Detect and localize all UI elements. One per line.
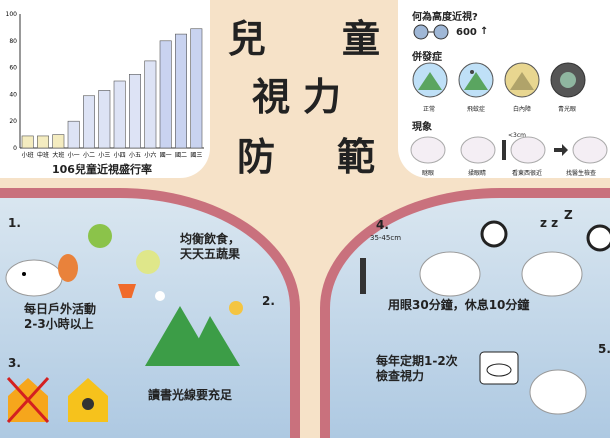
x-tick-label: 小一: [68, 151, 80, 159]
checkup-tip: 每年定期1-2次 檢查視力: [376, 354, 458, 383]
diet-tip: 均衡飲食， 天天五蔬果: [180, 232, 241, 261]
chart-title: 106兒童近視盛行率: [52, 163, 152, 176]
tip-number: 2.: [262, 294, 275, 308]
x-tick-label: 大班: [52, 151, 64, 159]
up-arrow-icon: ↑: [480, 26, 489, 37]
complications-heading: 併發症: [412, 52, 442, 63]
drumstick-icon: [58, 254, 78, 282]
timer-icon: [480, 220, 508, 248]
myopia-chart-panel: 0 20 40 60 80 100 小班 中班 大班 小一 小二 小三 小四 小五 小六 國一 國二 國三 106…: [0, 0, 210, 178]
symptom-label: 看東西很近: [512, 170, 543, 177]
cloud-icon: [155, 291, 165, 301]
tip-number: 4.: [376, 218, 389, 232]
light-illustration: [6, 376, 108, 424]
distance-label: 35-45cm: [370, 234, 402, 242]
mountain-illustration: [145, 291, 243, 366]
comp-label: 青光眼: [558, 106, 577, 113]
x-tick-label: 國三: [190, 152, 202, 159]
floaters-icon: [458, 62, 494, 98]
x-tick-label: 小五: [129, 151, 141, 159]
right-lens-panel: 4. 35-45cm z z Z 用眼30分鐘，休息10分鐘 5. 每年定期1-…: [320, 188, 610, 438]
bar: [113, 80, 126, 149]
checkup-illustration: [479, 351, 587, 415]
resting-mascot-icon: [521, 251, 583, 297]
mascot-icon: [419, 251, 481, 297]
symptom-label: 揉眼睛: [468, 170, 487, 177]
bar: [175, 33, 187, 149]
cataract-icon: [504, 62, 540, 98]
title-char: 視: [252, 75, 291, 119]
title-char: 力: [303, 75, 342, 119]
complication-icons: [412, 62, 586, 98]
bar: [98, 90, 111, 149]
comp-label: 飛蚊症: [467, 106, 486, 113]
healthy-food-illustration: [5, 224, 160, 298]
cabbage-icon: [136, 250, 160, 274]
bar: [129, 74, 141, 149]
threshold-value: 600: [456, 27, 477, 38]
x-tick-label: 小四: [114, 151, 126, 159]
glasses-icon: [413, 24, 449, 40]
symptom-label: 瞇眼: [422, 170, 435, 177]
bar: [21, 135, 34, 149]
x-tick-label: 小六: [144, 151, 156, 159]
comp-label: 白內障: [513, 106, 532, 113]
y-tick-label: 100: [6, 11, 18, 18]
bar: [159, 40, 172, 149]
bar: [37, 135, 49, 149]
title-char: 童: [342, 17, 381, 61]
high-myopia-info-panel: 何為高度近視? 600 ↑ 併發症 正常 飛蚊症 白內障 青光眼 現象 <3cm…: [398, 0, 610, 178]
mascot-icon: [5, 259, 63, 297]
high-myopia-question: 何為高度近視?: [412, 12, 478, 23]
calendar-eye-icon: [479, 351, 519, 385]
y-tick-label: 20: [9, 118, 17, 125]
tip-number: 3.: [8, 356, 21, 370]
title-char: 範: [337, 135, 376, 179]
y-tick-label: 80: [9, 38, 17, 45]
tip-number: 1.: [8, 216, 21, 230]
book-icon: [360, 258, 366, 294]
x-tick-label: 國二: [175, 152, 187, 159]
bar: [190, 28, 203, 149]
myopia-bar-chart: 0 20 40 60 80 100 小班 中班 大班 小一 小二 小三 小四 小五 小六 國一 國二 國三: [6, 11, 204, 159]
rest-illustration: [360, 220, 610, 297]
symptoms-heading: 現象: [412, 122, 432, 133]
bar: [67, 120, 80, 149]
normal-view-icon: [412, 62, 448, 98]
symptom-label: 找醫生檢查: [566, 170, 597, 177]
x-tick-label: 國一: [160, 152, 172, 159]
bar: [83, 95, 95, 149]
light-tip: 讀書光線要充足: [148, 388, 233, 402]
broccoli-icon: [88, 224, 112, 248]
nurse-mascot-icon: [529, 369, 587, 415]
title-char: 防: [237, 135, 276, 179]
bar: [144, 60, 157, 149]
sleep-z: Z: [564, 208, 573, 222]
distance-label: <3cm: [508, 132, 526, 139]
sun-icon: [229, 301, 243, 315]
symptom-icons: [410, 136, 608, 164]
rest-tip: 用眼30分鐘，休息10分鐘: [388, 298, 530, 312]
x-tick-label: 小二: [83, 151, 95, 159]
x-tick-label: 小三: [98, 151, 110, 159]
tip-number: 5.: [598, 342, 610, 356]
bar: [52, 134, 65, 149]
y-tick-label: 40: [9, 91, 17, 98]
outdoor-tip: 每日戶外活動 2-3小時以上: [24, 302, 97, 331]
y-tick-label: 0: [13, 145, 17, 152]
comp-label: 正常: [423, 106, 436, 113]
glaucoma-icon: [550, 62, 586, 98]
timer-icon: [586, 224, 610, 252]
sleep-z: z z: [540, 216, 559, 230]
title-char: 兒: [228, 17, 267, 61]
y-tick-label: 60: [9, 65, 17, 72]
carrot-icon: [118, 284, 136, 298]
x-tick-label: 小班: [22, 151, 34, 159]
x-tick-label: 中班: [37, 151, 49, 159]
left-lens-panel: 1. 均衡飲食， 天天五蔬果 每日戶外活動 2-3小時以上 2. 3. 讀書光線要充…: [0, 188, 300, 438]
